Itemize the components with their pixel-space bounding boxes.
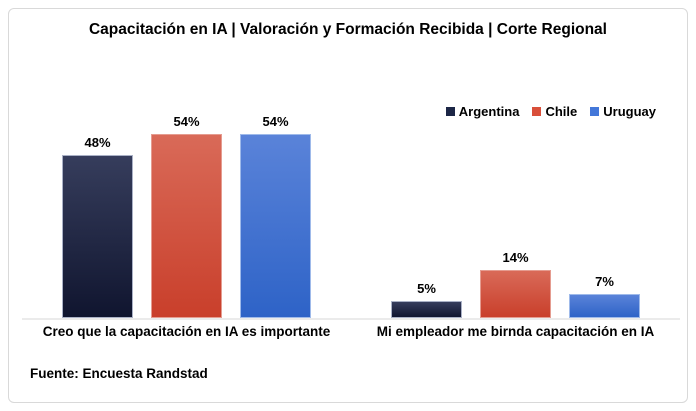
x-axis-labels: Creo que la capacitación en IA es import… (22, 324, 680, 339)
legend-item-uruguay: Uruguay (590, 104, 656, 119)
bar-value-label: 7% (595, 274, 614, 290)
chart-title: Capacitación en IA | Valoración y Formac… (88, 21, 607, 38)
bar-value-label: 54% (262, 114, 289, 130)
bar-col-uruguay-g1: 54% (240, 114, 311, 318)
legend-label-uruguay: Uruguay (603, 104, 656, 119)
legend: Argentina Chile Uruguay (445, 104, 656, 119)
bar-uruguay-g1 (240, 134, 311, 318)
bar-argentina-g2 (391, 301, 462, 318)
bar-col-chile-g1: 54% (151, 114, 222, 318)
bar-value-label: 14% (502, 250, 529, 266)
legend-item-argentina: Argentina (445, 104, 520, 119)
legend-swatch-uruguay (590, 107, 600, 116)
bar-col-uruguay-g2: 7% (569, 274, 640, 318)
x-axis-label-empleador: Mi empleador me birnda capacitación en I… (376, 324, 655, 339)
legend-swatch-chile (532, 107, 542, 116)
bar-argentina-g1 (62, 154, 133, 318)
bar-group-empleador: 5% 14% 7% (351, 100, 680, 318)
bar-col-argentina-g1: 48% (62, 135, 133, 318)
legend-label-chile: Chile (545, 104, 578, 119)
legend-item-chile: Chile (532, 104, 577, 119)
legend-swatch-argentina (445, 107, 455, 116)
bar-uruguay-g2 (569, 294, 640, 318)
bar-col-chile-g2: 14% (480, 250, 551, 318)
source-note: Fuente: Encuesta Randstad (30, 366, 208, 381)
bar-value-label: 5% (417, 281, 436, 296)
bar-chile-g2 (480, 270, 551, 318)
bar-value-label: 48% (84, 134, 111, 150)
legend-label-argentina: Argentina (458, 104, 520, 119)
bar-group-importancia: 48% 54% 54% (22, 100, 351, 318)
bar-col-argentina-g2: 5% (391, 281, 462, 318)
plot-area: 48% 54% 54% 5% 14% 7% (22, 100, 680, 320)
x-axis-label-importancia: Creo que la capacitación en IA es import… (42, 324, 331, 339)
bar-chile-g1 (151, 134, 222, 318)
bar-value-label: 54% (173, 114, 200, 130)
